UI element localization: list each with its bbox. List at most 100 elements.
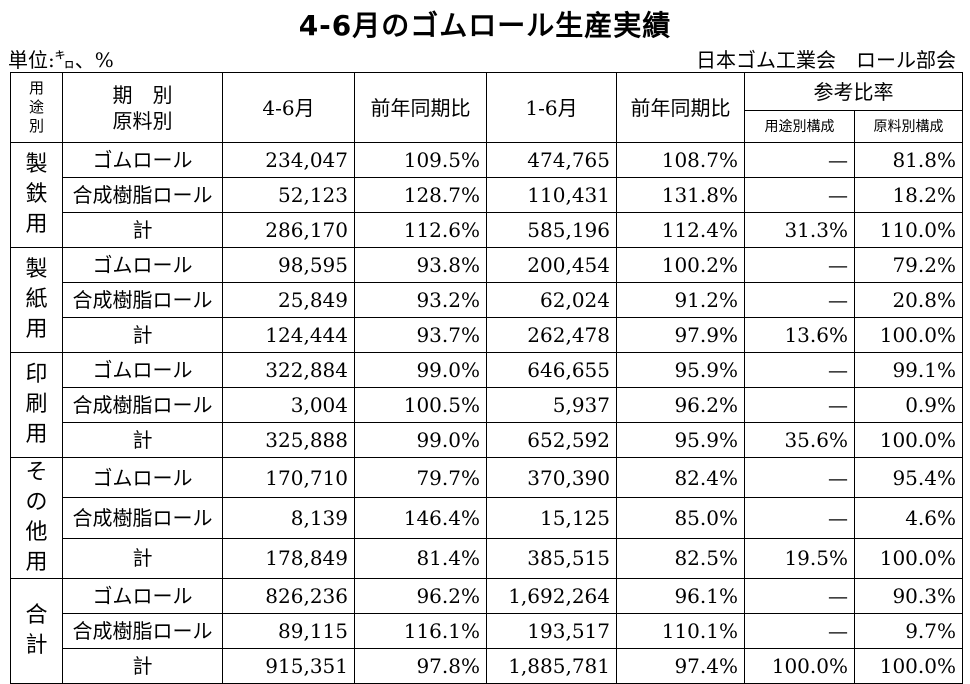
q-yoy-cell: 99.0% <box>354 352 487 388</box>
h-value-cell: 385,515 <box>486 537 617 580</box>
table-row: 合成樹脂ロール 52,123 128.7% 110,431 131.8% —18.2% <box>11 177 963 213</box>
header-ref-by-use: 用途別構成 <box>744 110 855 143</box>
q-value-cell: 52,123 <box>222 177 355 213</box>
table-row: 合成樹脂ロール 8,139 146.4% 15,125 85.0% —4.6% <box>11 497 963 539</box>
group-name-char: の <box>25 490 48 515</box>
h-value-cell: 62,024 <box>486 282 617 318</box>
row-label-cell: 合成樹脂ロール <box>62 613 223 649</box>
ref-by-material-cell: 18.2% <box>854 177 963 213</box>
h-value-cell: 193,517 <box>486 613 617 649</box>
table-row: その他用ゴムロール 170,710 79.7% 370,390 82.4% —95.4% <box>10 456 963 579</box>
h-value-cell: 262,478 <box>486 317 617 353</box>
q-yoy-cell: 96.2% <box>354 578 487 614</box>
group-name-cell: 製鉄用 <box>10 142 63 248</box>
header-period-material: 期 別 原料別 <box>62 72 223 143</box>
row-label-cell: 計 <box>62 537 223 580</box>
q-yoy-cell: 100.5% <box>354 387 487 423</box>
q-yoy-cell: 112.6% <box>354 212 487 248</box>
q-yoy-cell: 99.0% <box>354 422 487 458</box>
row-label-cell: ゴムロール <box>62 578 223 614</box>
unit-label: 単位:㌔、% <box>8 48 114 72</box>
group-name-char: 用 <box>25 550 48 575</box>
group-name-char: 紙 <box>25 287 48 312</box>
q-yoy-cell: 93.2% <box>354 282 487 318</box>
q-yoy-cell: 128.7% <box>354 177 487 213</box>
row-label-cell: 合成樹脂ロール <box>62 387 223 423</box>
h-yoy-cell: 82.5% <box>616 537 745 580</box>
h-yoy-cell: 82.4% <box>616 456 745 499</box>
ref-by-material-cell: 20.8% <box>854 282 963 318</box>
group-name-char: 計 <box>25 633 48 658</box>
ref-by-use-cell: — <box>744 282 855 318</box>
h-yoy-cell: 108.7% <box>616 142 745 178</box>
ref-by-use-cell: — <box>744 497 855 539</box>
table-row: 計 124,444 93.7% 262,478 97.9% 13.6% 100.0% <box>11 317 963 353</box>
table-row: 計 915,351 97.8% 1,885,781 97.4% 100.0% 100.0% <box>11 648 963 684</box>
table-row: 印刷用ゴムロール 322,884 99.0% 646,655 95.9% —99.1% <box>10 352 963 458</box>
ref-by-material-cell: 100.0% <box>854 537 963 580</box>
group-name-char: 合 <box>25 603 48 628</box>
header-material-label: 原料別 <box>112 108 173 133</box>
q-value-cell: 170,710 <box>222 456 355 499</box>
ref-by-material-cell: 0.9% <box>854 387 963 423</box>
h-yoy-cell: 95.9% <box>616 352 745 388</box>
ref-by-material-cell: 100.0% <box>854 648 963 684</box>
h-yoy-cell: 110.1% <box>616 613 745 649</box>
q-value-cell: 826,236 <box>222 578 355 614</box>
q-value-cell: 178,849 <box>222 537 355 580</box>
h-yoy-cell: 97.4% <box>616 648 745 684</box>
table-row: 製鉄用ゴムロール 234,047 109.5% 474,765 108.7% —81.8% <box>10 142 963 248</box>
row-label-cell: 合成樹脂ロール <box>62 282 223 318</box>
q-value-cell: 25,849 <box>222 282 355 318</box>
ref-by-use-cell: — <box>744 142 855 178</box>
ref-by-use-cell: — <box>744 613 855 649</box>
q-value-cell: 322,884 <box>222 352 355 388</box>
organization-label: 日本ゴム工業会 ロール部会 <box>696 48 956 72</box>
ref-by-use-cell: — <box>744 177 855 213</box>
table-row: 計 286,170 112.6% 585,196 112.4% 31.3% 110.0% <box>11 212 963 248</box>
header-col-h-yoy: 前年同期比 <box>616 72 745 143</box>
h-value-cell: 1,885,781 <box>486 648 617 684</box>
ref-by-use-cell: 100.0% <box>744 648 855 684</box>
row-label-cell: ゴムロール <box>62 142 223 178</box>
group-name-char: 刷 <box>25 392 48 417</box>
h-value-cell: 1,692,264 <box>486 578 617 614</box>
header-period-label: 期 別 <box>112 82 173 107</box>
ref-by-material-cell: 90.3% <box>854 578 963 614</box>
q-yoy-cell: 93.7% <box>354 317 487 353</box>
q-yoy-cell: 116.1% <box>354 613 487 649</box>
table-row: 計 325,888 99.0% 652,592 95.9% 35.6% 100.0% <box>11 422 963 458</box>
q-value-cell: 915,351 <box>222 648 355 684</box>
ref-by-material-cell: 4.6% <box>854 497 963 539</box>
q-value-cell: 89,115 <box>222 613 355 649</box>
h-yoy-cell: 85.0% <box>616 497 745 539</box>
header-col-h: 1-6月 <box>486 72 617 143</box>
group-name-char: 用 <box>25 212 48 237</box>
ref-by-use-cell: 31.3% <box>744 212 855 248</box>
q-yoy-cell: 81.4% <box>354 537 487 580</box>
ref-by-use-cell: 35.6% <box>744 422 855 458</box>
row-label-cell: 合成樹脂ロール <box>62 177 223 213</box>
h-yoy-cell: 131.8% <box>616 177 745 213</box>
q-value-cell: 3,004 <box>222 387 355 423</box>
q-value-cell: 98,595 <box>222 247 355 283</box>
ref-by-material-cell: 110.0% <box>854 212 963 248</box>
ref-by-material-cell: 100.0% <box>854 317 963 353</box>
ref-by-material-cell: 99.1% <box>854 352 963 388</box>
q-yoy-cell: 79.7% <box>354 456 487 499</box>
q-value-cell: 325,888 <box>222 422 355 458</box>
table-row: 合成樹脂ロール 3,004 100.5% 5,937 96.2% —0.9% <box>11 387 963 423</box>
h-value-cell: 370,390 <box>486 456 617 499</box>
ref-by-use-cell: — <box>744 456 855 499</box>
group-name-char: 用 <box>25 422 48 447</box>
ref-by-use-cell: — <box>744 352 855 388</box>
q-value-cell: 124,444 <box>222 317 355 353</box>
group-name-cell: その他用 <box>10 457 63 579</box>
group-name-char: 他 <box>25 520 48 545</box>
row-label-cell: ゴムロール <box>62 456 223 499</box>
group-name-char: そ <box>25 460 48 485</box>
table-row: 合計ゴムロール 826,236 96.2% 1,692,264 96.1% —90.3% <box>10 578 963 684</box>
ref-by-use-cell: 13.6% <box>744 317 855 353</box>
h-value-cell: 474,765 <box>486 142 617 178</box>
row-label-cell: 計 <box>62 317 223 353</box>
